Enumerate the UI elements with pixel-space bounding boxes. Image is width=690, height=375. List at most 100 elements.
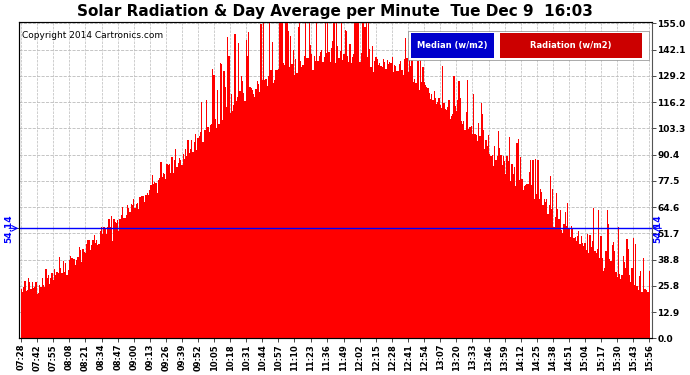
Bar — [297, 27, 299, 338]
Bar — [549, 206, 550, 338]
Bar — [531, 184, 533, 338]
Bar — [430, 99, 431, 338]
Bar — [275, 70, 277, 338]
Bar — [583, 246, 584, 338]
Bar — [563, 224, 564, 338]
Bar — [338, 58, 339, 338]
Bar — [57, 272, 58, 338]
Bar — [630, 282, 631, 338]
Bar — [177, 163, 179, 338]
Bar — [369, 49, 371, 338]
Bar — [421, 82, 422, 338]
Bar — [35, 282, 37, 338]
Bar — [413, 82, 414, 338]
Bar — [540, 189, 541, 338]
Bar — [294, 75, 295, 338]
Bar — [400, 62, 402, 338]
Bar — [117, 220, 118, 338]
Bar — [310, 45, 311, 338]
Bar — [118, 231, 119, 338]
Bar — [224, 87, 226, 338]
Bar — [72, 259, 74, 338]
Bar — [480, 103, 482, 338]
Bar — [519, 180, 520, 338]
Bar — [394, 64, 395, 338]
Bar — [284, 64, 285, 338]
Bar — [339, 51, 341, 338]
Bar — [58, 273, 59, 338]
Bar — [472, 134, 473, 338]
Bar — [317, 61, 319, 338]
Bar — [448, 100, 450, 338]
Bar — [319, 53, 321, 338]
Bar — [353, 54, 355, 338]
Bar — [406, 58, 408, 338]
Bar — [79, 247, 80, 338]
Bar — [359, 62, 361, 338]
Bar — [69, 260, 70, 338]
Bar — [374, 61, 375, 338]
Bar — [235, 34, 236, 338]
Bar — [508, 161, 509, 338]
Bar — [361, 54, 362, 338]
Bar — [180, 160, 181, 338]
Bar — [243, 93, 244, 338]
Bar — [428, 93, 430, 338]
Bar — [326, 53, 327, 338]
Bar — [642, 258, 644, 338]
Bar — [453, 76, 455, 338]
Bar — [137, 204, 138, 338]
Bar — [363, 23, 364, 338]
Bar — [624, 262, 625, 338]
Bar — [635, 244, 636, 338]
Bar — [605, 251, 607, 338]
Bar — [300, 61, 302, 338]
Bar — [461, 121, 462, 338]
Bar — [649, 271, 650, 338]
Bar — [273, 83, 274, 338]
Bar — [325, 23, 326, 338]
Bar — [495, 160, 497, 338]
Bar — [367, 57, 368, 338]
Bar — [478, 123, 480, 338]
Bar — [119, 219, 121, 338]
Bar — [424, 82, 425, 338]
Bar — [330, 62, 331, 338]
Bar — [143, 196, 144, 338]
Bar — [332, 41, 333, 338]
Bar — [285, 23, 286, 338]
Bar — [64, 272, 65, 338]
Bar — [566, 226, 567, 338]
Bar — [538, 160, 539, 338]
Bar — [502, 165, 503, 338]
Bar — [228, 56, 230, 338]
Bar — [252, 90, 253, 338]
Bar — [403, 75, 404, 338]
Bar — [27, 290, 28, 338]
Bar — [250, 88, 252, 338]
Bar — [598, 210, 599, 338]
Bar — [205, 130, 206, 338]
Bar — [572, 230, 573, 338]
Bar — [411, 44, 413, 338]
Bar — [70, 256, 71, 338]
Bar — [452, 114, 453, 338]
Bar — [160, 162, 161, 338]
Bar — [509, 137, 510, 338]
Bar — [295, 59, 296, 338]
Bar — [462, 124, 463, 338]
Bar — [571, 226, 572, 338]
Bar — [23, 286, 24, 338]
Bar — [232, 111, 233, 338]
Bar — [446, 110, 447, 338]
Bar — [210, 126, 211, 338]
Bar — [90, 250, 91, 338]
Bar — [76, 260, 77, 338]
Bar — [613, 242, 614, 338]
Bar — [597, 249, 598, 338]
Bar — [410, 66, 411, 338]
Bar — [580, 244, 581, 338]
Bar — [628, 249, 629, 338]
Bar — [110, 227, 111, 338]
Bar — [174, 160, 175, 338]
